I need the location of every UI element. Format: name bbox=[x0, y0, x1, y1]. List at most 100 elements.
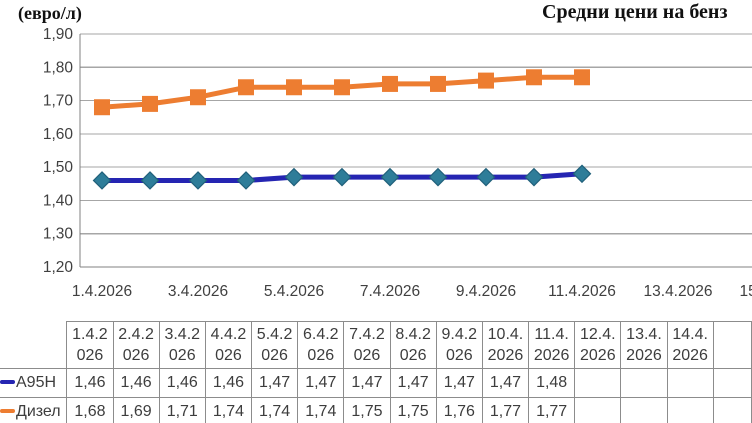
series-row-label: Дизел bbox=[0, 397, 68, 423]
square-marker bbox=[238, 79, 254, 96]
table-value-cell: 1,47 bbox=[297, 368, 345, 398]
date-header-line: 10.4. bbox=[487, 326, 524, 343]
date-header-line: 12.4. bbox=[580, 326, 616, 343]
diamond-marker bbox=[476, 167, 496, 187]
date-header-line: 026 bbox=[307, 347, 335, 364]
table-value-cell: 1,77 bbox=[528, 397, 576, 423]
date-header-line: 026 bbox=[353, 347, 381, 364]
y-axis-tick-label: 1,80 bbox=[43, 59, 74, 76]
table-header-cell: 3.4.2 026 bbox=[158, 321, 206, 369]
price-chart: 1,90 1,80 1,70 1,60 1,50 1,40 1,30 1,20 1.4.2026… bbox=[43, 26, 752, 300]
table-header-cell: 13.4. 2026 bbox=[620, 321, 668, 369]
diamond-marker bbox=[380, 167, 400, 187]
x-axis-tick-label: 9.4.2026 bbox=[456, 283, 516, 300]
table-header-cell: 12.4. 2026 bbox=[574, 321, 622, 369]
table-value-cell: 1,47 bbox=[481, 368, 530, 398]
y-axis-tick-label: 1,70 bbox=[43, 93, 74, 110]
square-marker bbox=[286, 79, 302, 96]
table-value-cell: 1,47 bbox=[435, 368, 483, 398]
date-header-line: 5.4.2 bbox=[256, 326, 293, 343]
diamond-marker bbox=[284, 167, 304, 187]
square-marker bbox=[430, 75, 446, 92]
date-header-line: 11.4. bbox=[534, 326, 569, 343]
square-marker bbox=[478, 72, 494, 89]
date-header-line: 026 bbox=[168, 347, 196, 364]
square-marker bbox=[94, 99, 110, 116]
table-header-cell: 4.4.2 026 bbox=[204, 321, 253, 369]
date-header-line: 8.4.2 bbox=[395, 326, 431, 343]
table-value-cell: 1,76 bbox=[435, 397, 483, 423]
table-value-cell bbox=[620, 397, 668, 423]
date-header-line: 2.4.2 bbox=[118, 326, 154, 343]
table-header-cell: 7.4.2 026 bbox=[343, 321, 391, 369]
table-value-cell: 1,48 bbox=[528, 368, 576, 398]
date-header-line: 3.4.2 bbox=[164, 326, 201, 343]
chart-title: Средни цени на бенз bbox=[542, 1, 728, 23]
diamond-marker bbox=[332, 167, 352, 187]
date-header-line: 026 bbox=[215, 347, 242, 364]
price-table: 1.4.2 026 2.4.2 026 3.4.2 026 4.4.2 026 5.4.2 026… bbox=[0, 321, 752, 423]
date-header-line: 026 bbox=[76, 347, 104, 364]
table-value-cell: 1,77 bbox=[481, 397, 530, 423]
date-header-line: 1.4.2 bbox=[72, 326, 108, 343]
y-axis-tick-label: 1,90 bbox=[43, 26, 74, 43]
y-axis-tick-label: 1,60 bbox=[43, 126, 74, 143]
table-value-cell: 1,46 bbox=[66, 368, 114, 398]
date-header-line: 4.4.2 bbox=[210, 326, 247, 343]
table-value-cell: 1,74 bbox=[204, 397, 253, 423]
date-header-line: 026 bbox=[261, 347, 288, 364]
table-header-cell: 14.4. 2026 bbox=[666, 321, 714, 369]
date-header-line: 6.4.2 bbox=[302, 326, 339, 343]
square-marker bbox=[142, 95, 158, 112]
diamond-marker bbox=[524, 167, 544, 187]
date-header-line: 2026 bbox=[580, 347, 616, 364]
table-value-cell: 1,75 bbox=[343, 397, 391, 423]
table-value-cell: 1,47 bbox=[389, 368, 437, 398]
table-header-cell: 10.4. 2026 bbox=[481, 321, 530, 369]
x-axis-tick-label: 5.4.2026 bbox=[264, 283, 324, 300]
diamond-marker bbox=[236, 171, 256, 190]
square-marker bbox=[382, 75, 398, 92]
x-axis-tick-label: 15.4.2026 bbox=[740, 283, 752, 300]
table-value-cell: 1,74 bbox=[297, 397, 345, 423]
table-value-cell: 1,46 bbox=[112, 368, 160, 398]
y-axis-unit-label: (евро/л) bbox=[18, 3, 82, 23]
diamond-marker bbox=[428, 167, 448, 187]
table-value-cell: 1,69 bbox=[112, 397, 160, 423]
y-axis-tick-label: 1,40 bbox=[43, 192, 74, 209]
table-value-cell bbox=[620, 368, 668, 398]
table-header-cell: 6.4.2 026 bbox=[297, 321, 345, 369]
table-header-cell: 1.4.2 026 bbox=[66, 321, 114, 369]
date-header-line: 026 bbox=[445, 347, 473, 364]
series-name: А95Н bbox=[16, 374, 57, 391]
series-name: Дизел bbox=[16, 403, 61, 420]
table-value-cell bbox=[666, 368, 714, 398]
y-axis-tick-label: 1,30 bbox=[43, 226, 74, 243]
date-header-line: 13.4. bbox=[626, 326, 662, 343]
table-value-cell: 1,47 bbox=[343, 368, 391, 398]
date-header-line: 14.4. bbox=[672, 326, 708, 343]
x-axis-tick-label: 7.4.2026 bbox=[360, 283, 420, 300]
table-value-cell: 1,75 bbox=[389, 397, 437, 423]
date-header-line: 9.4.2 bbox=[441, 326, 478, 343]
diamond-marker bbox=[572, 164, 592, 184]
table-header-cell: 2.4.2 026 bbox=[112, 321, 160, 369]
table-value-cell bbox=[712, 368, 752, 398]
date-header-line: 2026 bbox=[626, 347, 662, 364]
square-marker bbox=[190, 89, 206, 106]
table-value-cell bbox=[666, 397, 714, 423]
date-header-line: 2026 bbox=[487, 347, 524, 364]
series-row-label: А95Н bbox=[0, 368, 68, 398]
table-value-cell: 1,74 bbox=[251, 397, 299, 423]
table-value-cell bbox=[712, 397, 752, 423]
table-header-cell: 11.4. 2026 bbox=[528, 321, 576, 369]
square-marker bbox=[574, 69, 590, 86]
date-header-line: 026 bbox=[122, 347, 150, 364]
x-axis-tick-label: 3.4.2026 bbox=[168, 283, 228, 300]
table-value-cell: 1,47 bbox=[251, 368, 299, 398]
table-header-cell: 5.4.2 026 bbox=[251, 321, 299, 369]
table-value-cell: 1,71 bbox=[158, 397, 206, 423]
table-header-cell bbox=[712, 321, 752, 369]
date-header-line: 7.4.2 bbox=[349, 326, 385, 343]
